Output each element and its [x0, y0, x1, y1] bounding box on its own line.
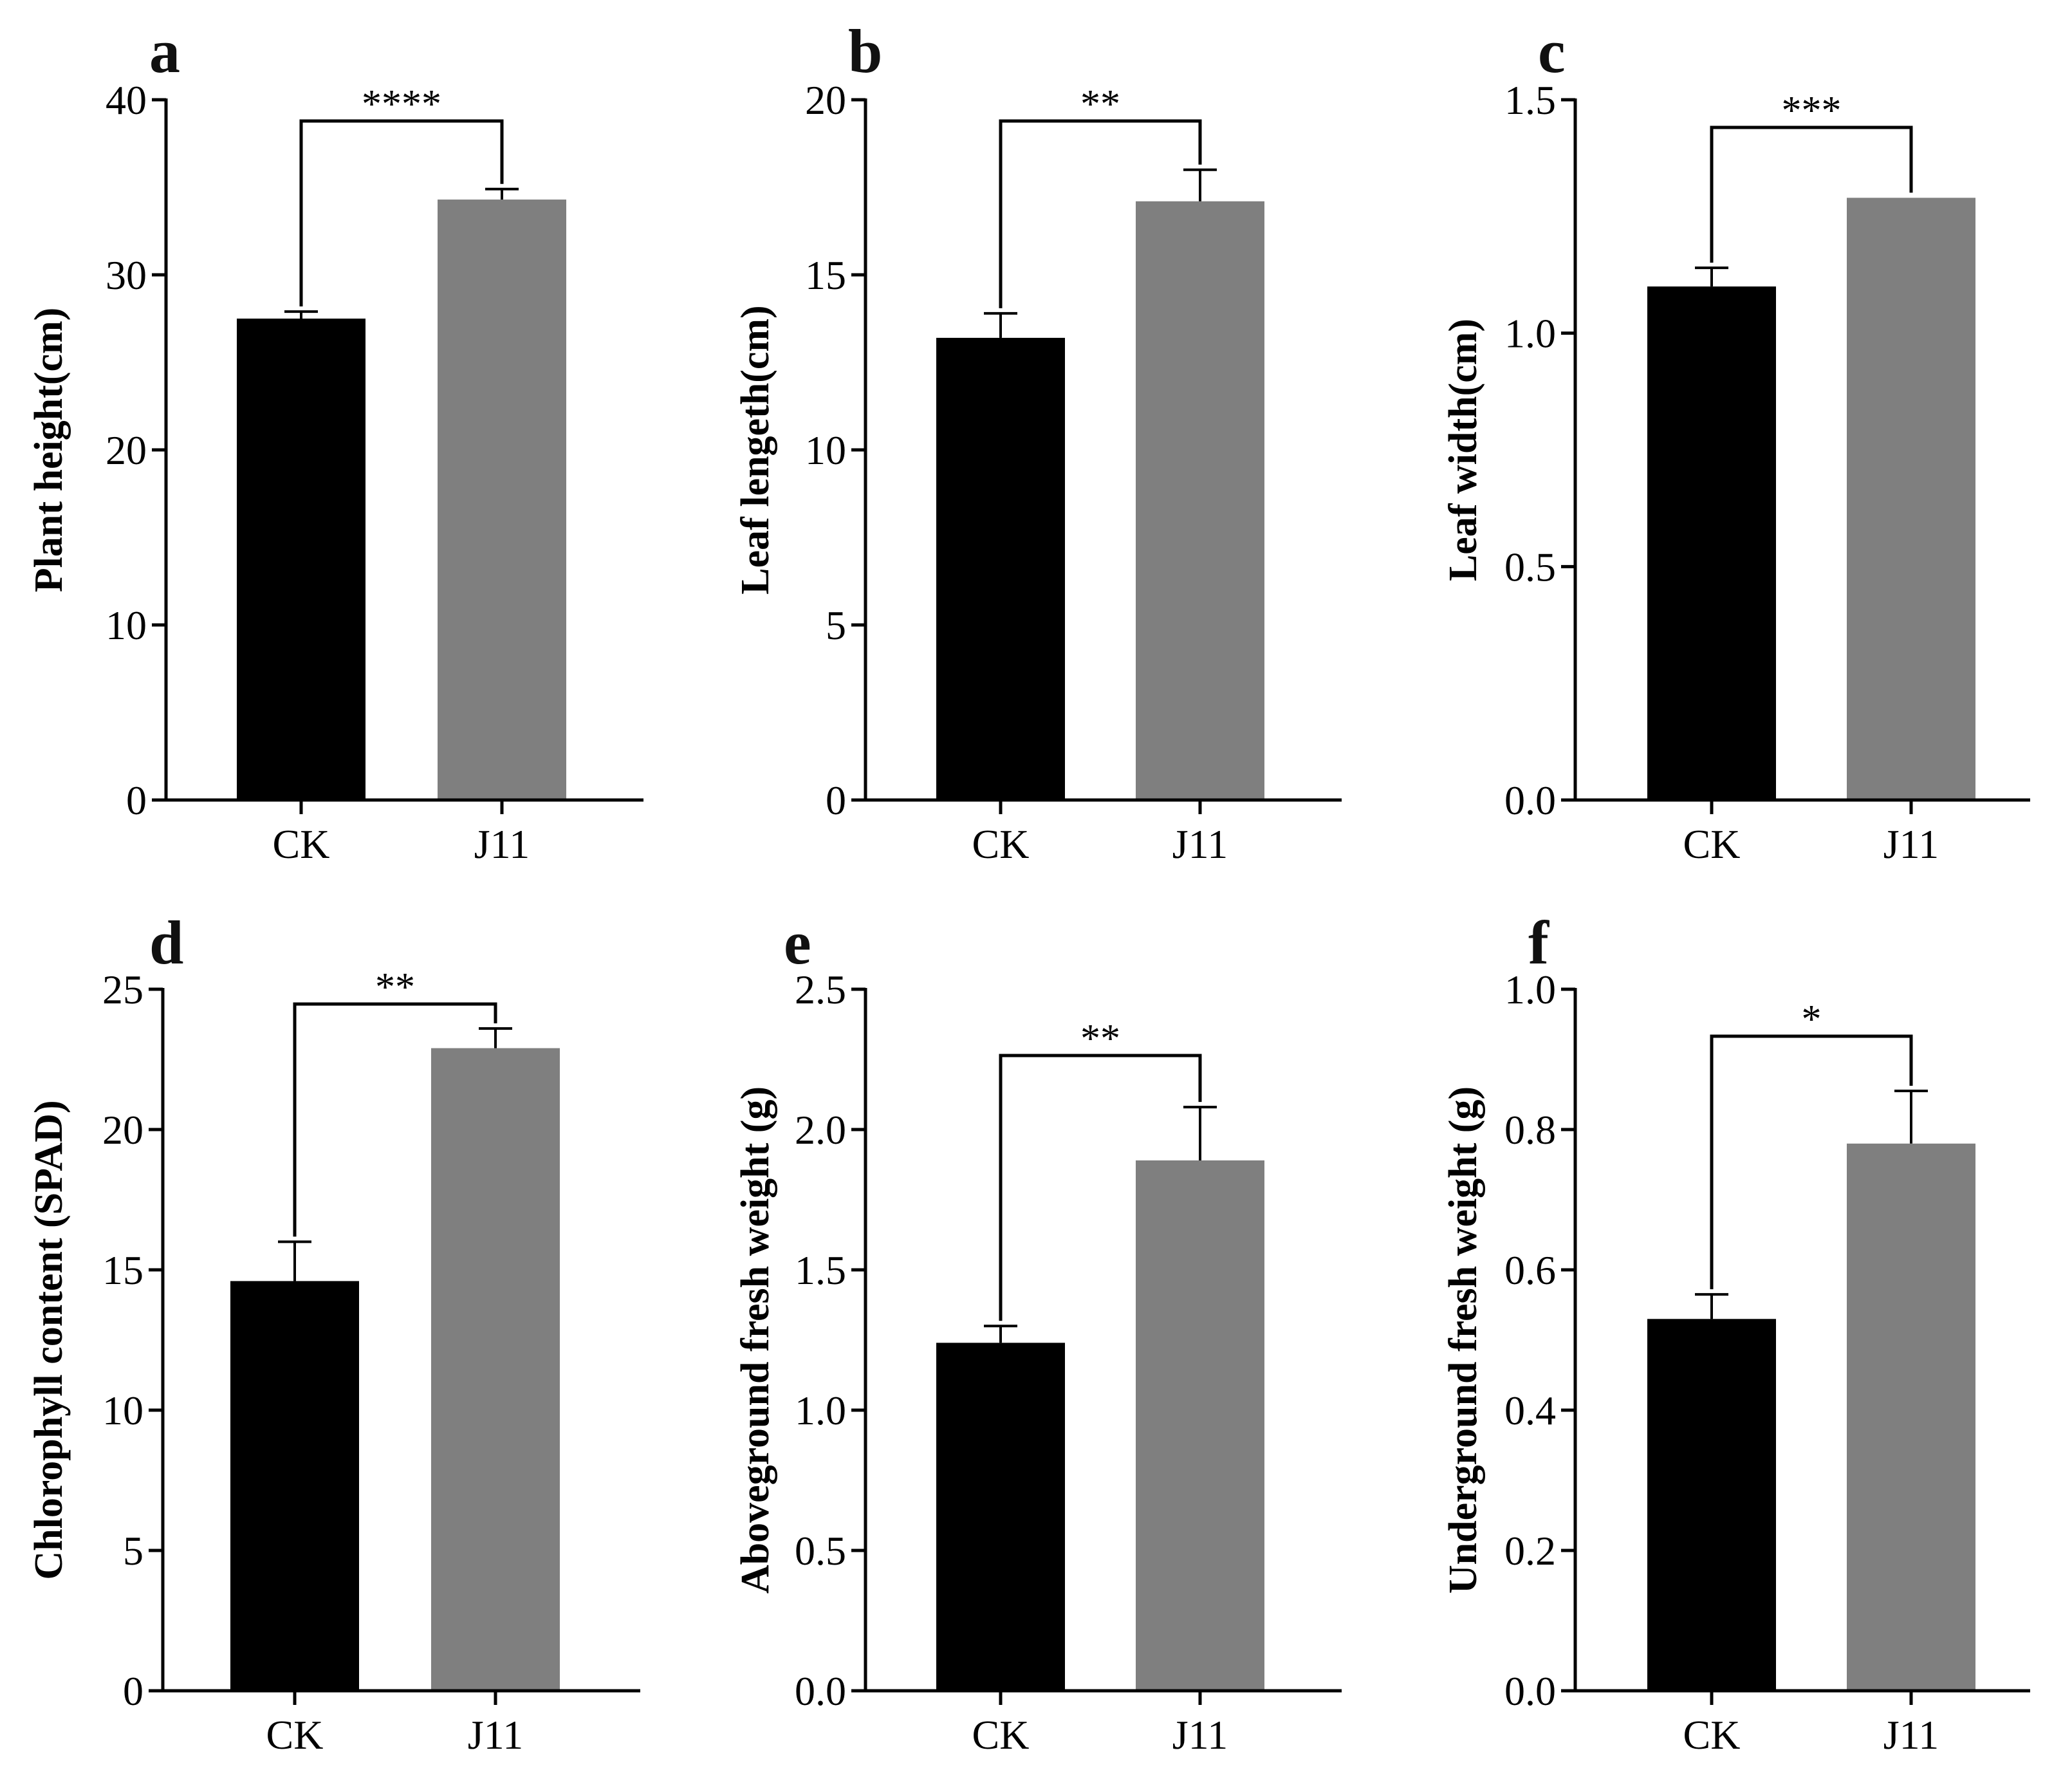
panel-c: c Leaf width(cm) 0.0 0.5 1.0 1.5 CK J11 ***	[1441, 17, 2030, 867]
significance-bracket	[293, 1002, 497, 1237]
y-tick-label: 20	[805, 77, 846, 123]
significance-label: **	[1080, 1017, 1120, 1061]
bar-ck	[1647, 286, 1776, 801]
y-tick-label: 10	[102, 1388, 143, 1433]
y-tick-label: 0.5	[795, 1528, 846, 1574]
panel-letter: d	[149, 908, 183, 977]
y-tick-label: 2.5	[795, 967, 846, 1012]
bar-j11	[438, 200, 566, 800]
x-tick-label-j11: J11	[1172, 1712, 1228, 1758]
y-tick-label: 15	[102, 1247, 143, 1293]
panel-letter: f	[1528, 908, 1549, 977]
y-tick-label: 20	[106, 427, 147, 473]
significance-bracket	[999, 119, 1202, 308]
bar-ck	[230, 1281, 359, 1691]
bar-ck	[237, 319, 365, 800]
y-tick-label: 0.2	[1504, 1528, 1556, 1574]
bar-j11	[1136, 201, 1264, 800]
y-tick-label: 25	[102, 967, 143, 1012]
bar-ck	[1647, 1319, 1776, 1691]
y-tick-label: 0.0	[1504, 777, 1556, 823]
significance-bracket	[299, 119, 504, 307]
significance-bracket	[999, 1054, 1202, 1321]
panel-f: f Underground fresh weight (g) 0.0 0.2 0.4 0.…	[1441, 908, 2030, 1758]
y-tick-label: 1.5	[1504, 77, 1556, 123]
y-tick-label: 0.6	[1504, 1247, 1556, 1293]
panel-d: d Chlorophyll content (SPAD) 0 5 10 15 20 25 CK J…	[27, 908, 640, 1758]
x-tick-label-j11: J11	[1883, 1712, 1939, 1758]
significance-label: **	[1080, 82, 1120, 126]
bar-j11	[1847, 1143, 1975, 1691]
significance-label: **	[375, 965, 415, 1009]
y-tick-label: 0.4	[1504, 1388, 1556, 1433]
y-tick-label: 1.0	[1504, 311, 1556, 357]
significance-label: ***	[1782, 89, 1842, 133]
y-tick-label: 30	[106, 252, 147, 298]
x-tick-label-ck: CK	[972, 821, 1030, 867]
panel-letter: b	[848, 17, 882, 86]
significance-label: ****	[362, 82, 441, 126]
panel-letter: e	[784, 908, 811, 977]
y-tick-label: 0	[123, 1668, 143, 1714]
y-tick-label: 0	[126, 777, 147, 823]
y-tick-label: 1.0	[1504, 967, 1556, 1012]
panel-a: a Plant height(cm) 0 10 20 30 40 CK J11 ****	[27, 17, 643, 867]
panel-b: b Leaf lengeth(cm) 0 5 10 15 20 CK J11 **	[734, 17, 1342, 867]
y-tick-label: 40	[106, 77, 147, 123]
y-tick-label: 0.8	[1504, 1107, 1556, 1153]
y-tick-label: 5	[123, 1528, 143, 1574]
panel-letter: c	[1538, 17, 1566, 86]
bar-j11	[1136, 1160, 1264, 1691]
y-tick-label: 1.0	[795, 1388, 846, 1433]
panel-e: e Aboveground fresh weight (g) 0.0 0.5 1.0 1.…	[734, 908, 1342, 1758]
panel-letter: a	[149, 17, 180, 86]
bar-ck	[936, 1343, 1065, 1691]
y-tick-label: 15	[805, 252, 846, 298]
y-tick-label: 0.5	[1504, 544, 1556, 590]
x-tick-label-ck: CK	[1683, 1712, 1741, 1758]
y-axis-label: Aboveground fresh weight (g)	[734, 1086, 777, 1594]
x-tick-label-j11: J11	[1883, 821, 1939, 867]
y-axis-label: Leaf lengeth(cm)	[734, 305, 777, 594]
y-tick-label: 20	[102, 1107, 143, 1153]
x-tick-label-j11: J11	[468, 1712, 524, 1758]
y-tick-label: 1.5	[795, 1247, 846, 1293]
bar-j11	[1847, 198, 1975, 800]
y-tick-label: 5	[826, 602, 846, 648]
x-tick-label-ck: CK	[972, 1712, 1030, 1758]
x-tick-label-ck: CK	[273, 821, 330, 867]
significance-label: *	[1802, 998, 1822, 1041]
y-tick-label: 0.0	[795, 1668, 846, 1714]
significance-bracket	[1710, 1034, 1913, 1290]
bar-ck	[936, 337, 1065, 800]
significance-bracket	[1710, 126, 1913, 263]
y-tick-label: 10	[805, 427, 846, 473]
x-tick-label-j11: J11	[474, 821, 530, 867]
y-tick-label: 2.0	[795, 1107, 846, 1153]
y-axis-label: Chlorophyll content (SPAD)	[27, 1100, 71, 1579]
x-tick-label-ck: CK	[266, 1712, 324, 1758]
x-tick-label-j11: J11	[1172, 821, 1228, 867]
y-axis-label: Plant height(cm)	[27, 308, 71, 593]
y-tick-label: 0	[826, 777, 846, 823]
y-tick-label: 10	[106, 602, 147, 648]
y-axis-label: Leaf width(cm)	[1441, 319, 1485, 581]
x-tick-label-ck: CK	[1683, 821, 1741, 867]
y-tick-label: 0.0	[1504, 1668, 1556, 1714]
bar-j11	[431, 1048, 560, 1691]
y-axis-label: Underground fresh weight (g)	[1441, 1086, 1485, 1594]
